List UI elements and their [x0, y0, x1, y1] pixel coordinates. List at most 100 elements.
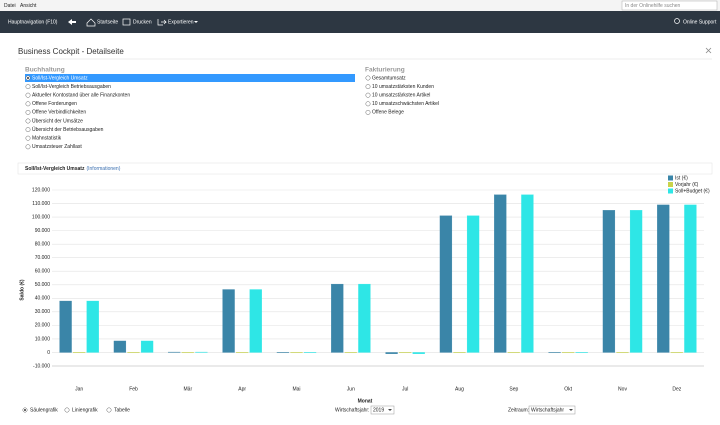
legend-swatch — [668, 175, 673, 181]
legend-label: Soll+Budget (€) — [675, 188, 710, 194]
radio-button[interactable] — [25, 135, 31, 141]
x-tick-label: Dez — [672, 386, 681, 392]
bar — [385, 352, 398, 354]
radio-label[interactable]: Soll/Ist-Vergleich Umsatz — [32, 75, 88, 81]
radio-label[interactable]: Offene Verbindlichkeiten — [32, 110, 86, 116]
year-select[interactable] — [370, 405, 395, 415]
toolbar-item[interactable]: Startseite — [97, 19, 118, 25]
y-tick-label: 120.000 — [32, 187, 50, 193]
radio-button[interactable] — [64, 407, 70, 413]
radio-label[interactable]: Mahnstatistik — [32, 136, 62, 142]
radio-label[interactable]: Säulengrafik — [30, 407, 58, 413]
toolbar-item[interactable]: Drucken — [133, 19, 152, 25]
y-tick-label: 80.000 — [35, 241, 51, 247]
y-tick-label: 10.000 — [35, 336, 51, 342]
page-title: Business Cockpit - Detailseite — [18, 47, 124, 56]
y-tick-label: 0 — [47, 350, 50, 356]
radio-label[interactable]: Aktueller Kontostand über alle Finanzkon… — [32, 93, 130, 99]
x-tick-label: Aug — [455, 386, 464, 392]
radio-button[interactable] — [365, 75, 371, 81]
x-tick-label: Nov — [618, 386, 627, 392]
toolbar-bg — [0, 11, 720, 33]
radio-label[interactable]: Gesamtumsatz — [372, 75, 406, 81]
y-tick-label: 50.000 — [35, 282, 51, 288]
radio-label[interactable]: Liniengrafik — [72, 407, 98, 413]
bar — [494, 194, 507, 353]
radio-label[interactable]: Tabelle — [114, 407, 130, 413]
bar — [657, 204, 670, 353]
y-tick-label: 110.000 — [32, 201, 50, 207]
x-tick-label: Feb — [129, 386, 138, 392]
x-tick-label: Apr — [238, 386, 246, 392]
bar — [140, 340, 154, 353]
export-icon — [157, 19, 167, 26]
radio-button[interactable] — [365, 84, 371, 90]
x-axis-title: Monat — [358, 398, 373, 404]
legend-swatch — [668, 188, 673, 194]
close-button[interactable] — [705, 47, 712, 54]
menu-bar — [0, 0, 720, 11]
bar — [439, 215, 453, 353]
bar — [358, 283, 371, 353]
y-tick-label: 20.000 — [35, 323, 51, 329]
search-box[interactable] — [621, 0, 718, 11]
bar — [412, 352, 425, 354]
search-placeholder: In der Onlinehilfe suchen — [625, 3, 681, 9]
bar — [629, 210, 643, 353]
x-tick-label: Sep — [509, 386, 518, 392]
y-axis-title: Saldo (€) — [19, 279, 25, 300]
radio-button[interactable] — [365, 92, 371, 98]
home-icon — [86, 18, 96, 27]
period-label: Zeitraum: — [508, 407, 529, 413]
y-tick-label: 100.000 — [32, 214, 50, 220]
radio-label[interactable]: 10 umsatzstärksten Kunden — [372, 84, 434, 90]
radio-button[interactable] — [25, 144, 31, 150]
x-tick-label: Jan — [75, 386, 83, 392]
chart-header — [17, 162, 713, 175]
bar — [331, 283, 344, 353]
selected-highlight — [25, 74, 355, 82]
info-link[interactable]: (Informationen) — [86, 166, 120, 172]
menu-item[interactable]: Ansicht — [20, 3, 37, 9]
bar — [59, 300, 72, 353]
radio-button[interactable] — [365, 109, 371, 115]
x-tick-label: Mai — [292, 386, 300, 392]
toolbar: Hauptnavigation (F10) Startseite Drucken… — [0, 11, 720, 33]
dropdown-arrow — [569, 409, 573, 411]
radio-label[interactable]: Offene Belege — [372, 110, 404, 116]
y-tick-label: 60.000 — [35, 269, 51, 275]
radio-button[interactable] — [365, 101, 371, 107]
toolbar-item[interactable]: Exportieren — [168, 19, 194, 25]
bar — [222, 289, 235, 353]
support-link[interactable]: Online Support — [683, 19, 717, 25]
radio-label[interactable]: 10 umsatzschwächsten Artikel — [372, 101, 439, 107]
radio-button[interactable] — [25, 127, 31, 133]
legend-swatch — [668, 182, 673, 187]
menu-item[interactable]: Datei — [4, 3, 16, 9]
radio-button[interactable] — [25, 109, 31, 115]
nav-button[interactable]: Hauptnavigation (F10) — [8, 19, 58, 25]
radio-button[interactable] — [25, 118, 31, 124]
radio-button[interactable] — [25, 84, 31, 90]
radio-button[interactable] — [106, 407, 112, 413]
bar — [113, 340, 127, 353]
radio-label[interactable]: Offene Forderungen — [32, 101, 77, 107]
y-tick-label: 30.000 — [35, 309, 51, 315]
support-icon — [674, 18, 680, 24]
bar — [466, 215, 480, 353]
section-title: Fakturierung — [365, 67, 405, 74]
radio-label[interactable]: Übersicht der Betriebsausgaben — [32, 126, 104, 133]
y-tick-label: 70.000 — [35, 255, 51, 261]
radio-button[interactable] — [25, 101, 31, 107]
radio-button[interactable] — [25, 92, 31, 98]
section-title: Buchhaltung — [25, 67, 65, 74]
radio-label[interactable]: 10 umsatzstärksten Artikel — [372, 93, 430, 99]
year-value: 2019 — [373, 407, 384, 413]
period-select[interactable] — [528, 405, 576, 415]
y-tick-label: 90.000 — [35, 228, 51, 234]
radio-label[interactable]: Soll/Ist-Vergleich Betriebsausgaben — [32, 84, 111, 90]
x-tick-label: Jul — [402, 386, 408, 392]
radio-label[interactable]: Umsatzsteuer Zahllast — [32, 144, 82, 150]
radio-label[interactable]: Übersicht der Umsätze — [32, 117, 83, 124]
back-icon[interactable] — [68, 19, 76, 25]
